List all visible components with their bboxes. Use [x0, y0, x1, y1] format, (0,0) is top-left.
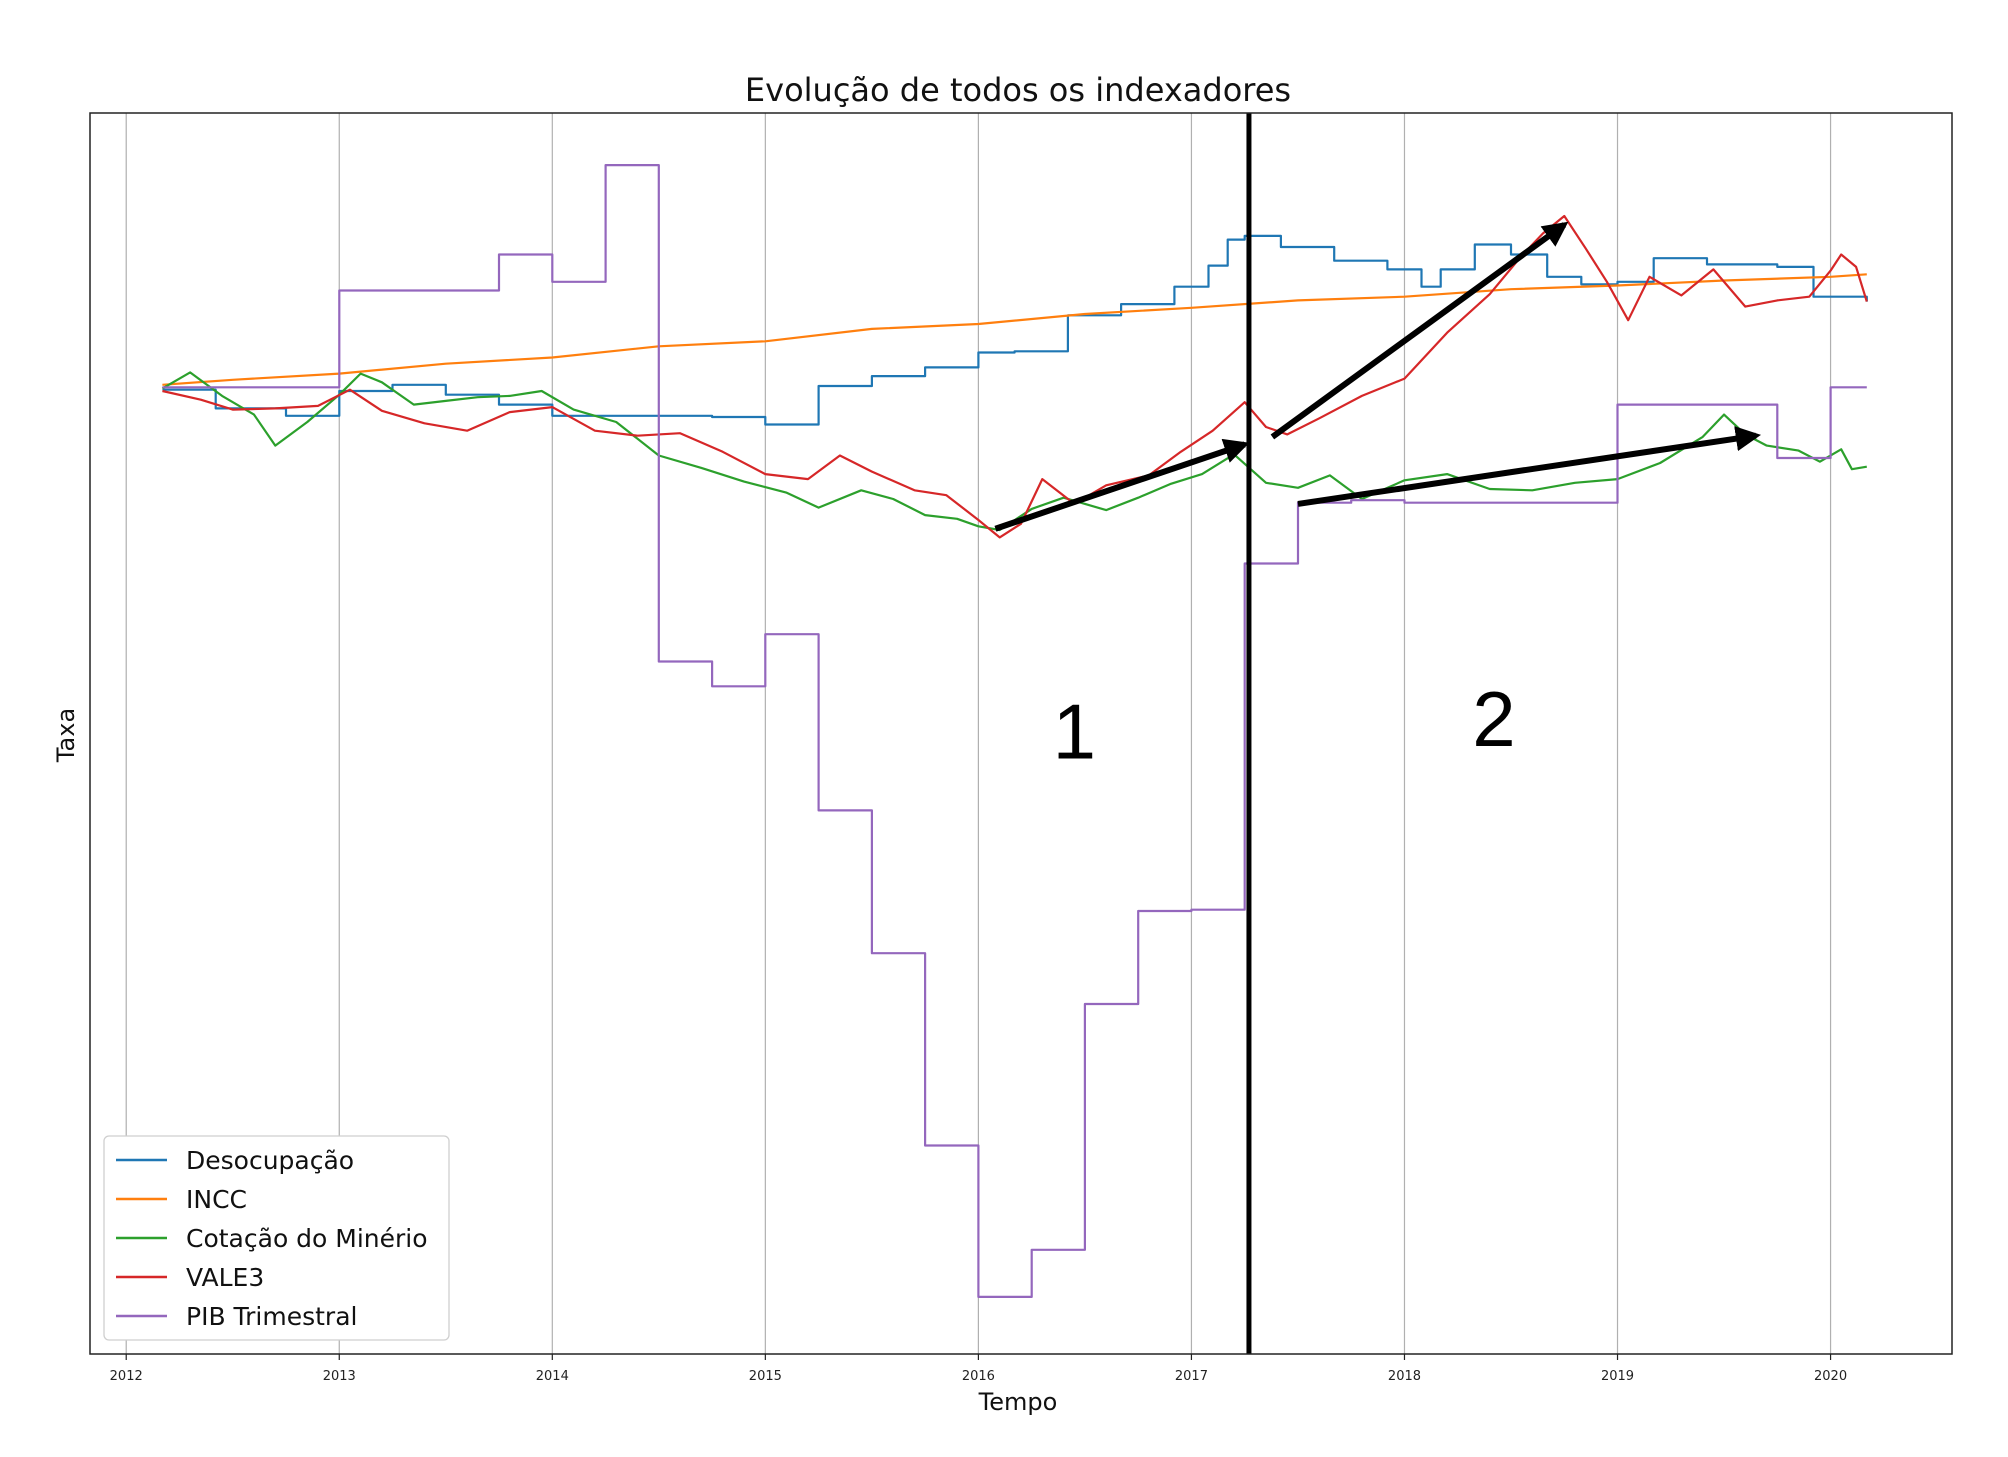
plot-frame [89, 112, 1953, 1355]
y-axis-title: Taxa [52, 708, 80, 763]
legend-label: Desocupação [186, 1146, 354, 1175]
x-tick-label: 2018 [1388, 1369, 1421, 1384]
legend-label: PIB Trimestral [186, 1302, 357, 1331]
zone-label-2: 2 [1472, 675, 1515, 763]
legend-box [103, 1135, 450, 1341]
chart-title: Evolução de todos os indexadores [745, 71, 1291, 109]
trend-arrow-3 [1297, 426, 1761, 507]
x-tick-label: 2020 [1814, 1369, 1847, 1384]
x-gridlines [125, 113, 1832, 1354]
x-tick-label: 2014 [536, 1369, 569, 1384]
series-line-pib-trimestral [162, 164, 1867, 1298]
legend-label: INCC [186, 1185, 247, 1214]
x-tick-label: 2013 [323, 1369, 356, 1384]
legend: Desocupação INCC Cotação do Minério VALE3 PI… [103, 1135, 450, 1341]
series-group [161, 164, 1868, 1298]
x-tick-label: 2016 [962, 1369, 995, 1384]
x-tick-label: 2015 [749, 1369, 782, 1384]
series-line-desocupacao [162, 234, 1868, 426]
trend-arrow-2 [1270, 221, 1569, 440]
x-tick-label: 2017 [1175, 1369, 1208, 1384]
series-line-vale3 [162, 214, 1868, 539]
x-tick-label: 2012 [110, 1369, 143, 1384]
series-line-incc [162, 273, 1867, 386]
legend-label: VALE3 [186, 1263, 264, 1292]
x-axis-title: Tempo [978, 1388, 1058, 1416]
trend-arrow-1 [994, 438, 1250, 532]
x-axis-ticks: 2012 2013 2014 2015 2016 2017 2018 2019 2020 [110, 1354, 1847, 1384]
x-tick-label: 2019 [1601, 1369, 1634, 1384]
zone-label-1: 1 [1053, 687, 1096, 775]
legend-label: Cotação do Minério [186, 1224, 428, 1253]
